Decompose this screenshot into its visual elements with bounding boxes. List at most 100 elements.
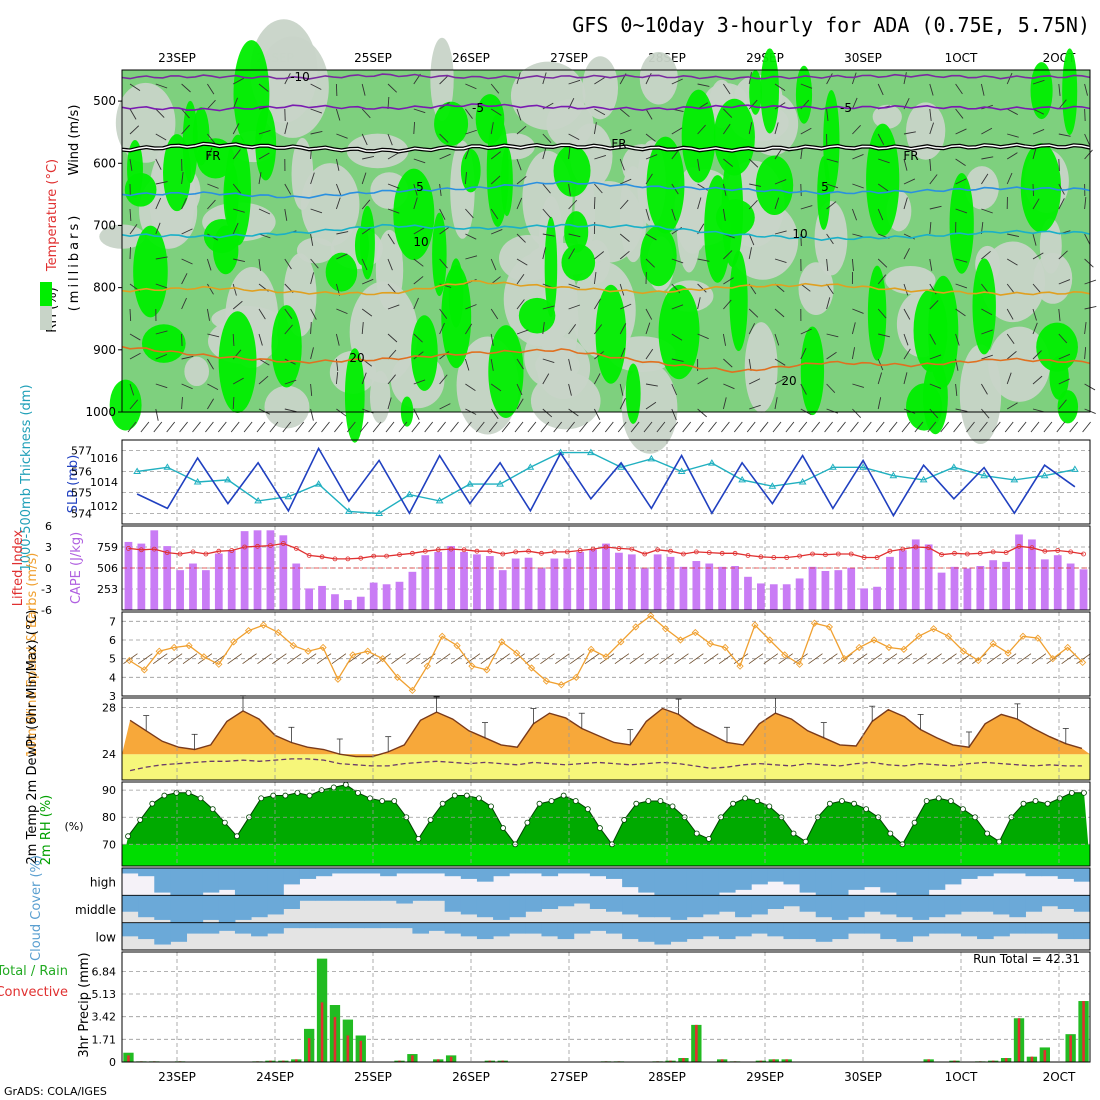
rh-dry-patch: [872, 104, 902, 129]
rh-dry-patch: [530, 372, 601, 430]
wind-barb: [284, 258, 292, 270]
precip-conv-bar: [294, 1059, 298, 1062]
rh2m-point: [355, 789, 361, 796]
wind-barb: [490, 408, 499, 420]
wind-barb: [852, 383, 865, 388]
wind-barb: [697, 333, 709, 340]
rh-moist-patch: [553, 145, 591, 197]
cape-bar: [860, 588, 869, 610]
wind10-barb: [644, 653, 659, 664]
thickness-point: [284, 492, 293, 500]
wind-barb: [903, 372, 908, 385]
wind-barb: [413, 258, 424, 267]
lifted-tick-label: -3: [41, 583, 52, 596]
cloud-cover-bar: [670, 868, 688, 896]
wind10-barb: [614, 653, 630, 664]
wind10-point: [244, 627, 253, 635]
surface-barb: [617, 421, 627, 433]
cloud-cover-bar: [1009, 895, 1026, 918]
wind-barb: [568, 324, 577, 335]
wind10-barb: [361, 653, 376, 664]
rh2m-point: [887, 830, 894, 837]
wind-barb: [826, 351, 837, 360]
date-label-bottom: 25SEP: [354, 1070, 392, 1084]
wind10-barb: [748, 653, 764, 664]
cloud-cover-bar: [1041, 868, 1059, 877]
wind-barb: [619, 158, 625, 171]
cloud-cover-bar: [396, 922, 413, 929]
thickness-point: [193, 478, 202, 485]
thickness-point: [314, 480, 323, 487]
cloud-frame: [121, 867, 1091, 951]
rh-dry-patch: [959, 344, 1002, 445]
rh-moist-patch: [325, 252, 358, 292]
wind-barb: [232, 123, 240, 135]
cloud-cover-bar: [767, 922, 784, 937]
rh2m-tick-label: 90: [102, 784, 116, 797]
wind10-barb: [808, 653, 823, 664]
wind-barb: [929, 333, 936, 345]
cloud-cover-bar: [1073, 922, 1091, 940]
wind-barb: [1058, 279, 1071, 285]
wind-barb: [207, 398, 215, 410]
wind-barb: [361, 172, 367, 185]
rh2m-point: [367, 795, 373, 802]
surface-barb: [553, 421, 563, 433]
cloud-cover-bar: [993, 868, 1010, 874]
wind10-point: [691, 628, 699, 637]
cape-bar: [331, 594, 339, 610]
cloud-cover-bar: [460, 922, 478, 937]
wind-barb: [490, 333, 494, 346]
wind-barb: [490, 122, 494, 135]
rh2m-point: [669, 803, 676, 810]
cloud-cover-bar: [154, 868, 171, 893]
contour-label: 10: [413, 235, 428, 249]
wind-barb: [568, 199, 578, 210]
thickness-tick-label: 576: [71, 466, 92, 479]
cloud-cover-bar: [977, 868, 994, 877]
rh-moist-patch: [344, 348, 365, 443]
wind10-point: [795, 660, 804, 668]
surface-barb: [346, 421, 356, 433]
rh-moist-patch: [561, 244, 596, 281]
cloud-cover-bar: [864, 868, 881, 888]
wind-barb: [645, 154, 658, 160]
wind-barb: [516, 108, 522, 121]
wind10-point: [453, 641, 461, 650]
wind-barb: [387, 333, 398, 343]
cape-bar: [769, 584, 778, 610]
contour-label: 20: [349, 351, 364, 365]
surface-barb: [566, 421, 575, 433]
wind-barb: [594, 183, 603, 194]
wind-barb: [1058, 99, 1067, 110]
wind-barb: [413, 197, 418, 210]
cloud-cover-bar: [864, 922, 881, 934]
cloud-cover-bar: [428, 895, 446, 901]
cloud-cover-bar: [977, 922, 994, 940]
precip-conv-bar: [759, 1060, 763, 1062]
cape-bar: [808, 566, 817, 610]
rh-dry-patch: [798, 262, 834, 315]
wind-barb: [619, 323, 627, 335]
wind-barb: [619, 108, 630, 118]
cape-bar: [473, 554, 481, 610]
wind-barb: [852, 308, 864, 314]
rh-moist-patch: [486, 113, 509, 227]
precip-conv-bar: [411, 1055, 414, 1062]
cape-bar: [485, 556, 494, 610]
wind-barb: [1006, 308, 1014, 320]
surface-barb: [682, 421, 692, 433]
precip-conv-bar: [720, 1059, 724, 1062]
wind-barb: [490, 175, 501, 185]
cloud-cover-bar: [218, 895, 236, 923]
precip-conv-bar: [1017, 1018, 1021, 1062]
rh-dry-patch: [184, 356, 210, 387]
wind-barb: [826, 297, 831, 310]
surface-barb: [308, 421, 317, 433]
wind-barb: [748, 358, 752, 371]
rh2m-point: [427, 817, 434, 823]
surface-barb: [269, 421, 279, 433]
wind10-point: [989, 640, 997, 648]
cloud-cover-bar: [315, 868, 333, 877]
wind10-barb: [1061, 653, 1076, 664]
